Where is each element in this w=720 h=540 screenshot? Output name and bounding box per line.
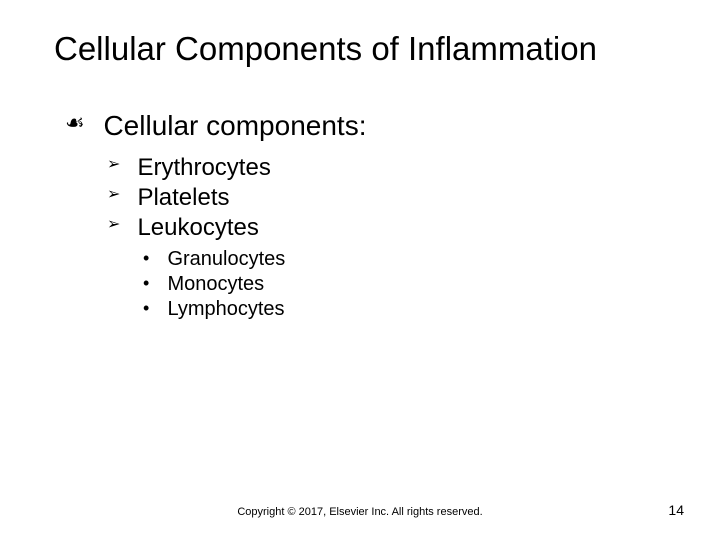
bullet-level1-text: Cellular components:	[103, 110, 366, 142]
dot-icon: •	[143, 298, 163, 319]
bullet-level2-text: Erythrocytes	[137, 154, 270, 182]
footer-copyright: Copyright © 2017, Elsevier Inc. All righ…	[0, 506, 720, 518]
dot-icon: •	[143, 273, 163, 294]
page-number: 14	[668, 502, 684, 518]
bullet-level3-group: • Granulocytes • Monocytes • Lymphocytes	[143, 248, 366, 321]
chevron-right-icon: ➢	[107, 184, 133, 204]
slide-title: Cellular Components of Inflammation	[54, 30, 597, 67]
bullet-level3-item: • Lymphocytes	[143, 298, 366, 321]
chevron-right-icon: ➢	[107, 154, 133, 174]
bullet-level2-item: ➢ Platelets	[107, 184, 366, 212]
dot-icon: •	[143, 248, 163, 269]
bullet-level2-group: ➢ Erythrocytes ➢ Platelets ➢ Leukocytes …	[107, 154, 366, 321]
bullet-level3-item: • Monocytes	[143, 273, 366, 296]
bullet-level1: ☙ Cellular components:	[65, 110, 366, 142]
bullet-level3-text: Monocytes	[167, 273, 264, 296]
slide: Cellular Components of Inflammation ☙ Ce…	[0, 0, 720, 540]
bullet-level3-text: Granulocytes	[167, 248, 285, 271]
chevron-right-icon: ➢	[107, 214, 133, 234]
bullet-level3-text: Lymphocytes	[167, 298, 284, 321]
bullet-level2-item: ➢ Leukocytes	[107, 214, 366, 242]
bullet-level1-glyph: ☙	[65, 110, 99, 136]
bullet-level2-text: Leukocytes	[137, 214, 258, 242]
slide-title-container: Cellular Components of Inflammation	[54, 30, 597, 68]
slide-body: ☙ Cellular components: ➢ Erythrocytes ➢ …	[65, 110, 366, 323]
bullet-level3-item: • Granulocytes	[143, 248, 366, 271]
bullet-level2-item: ➢ Erythrocytes	[107, 154, 366, 182]
bullet-level2-text: Platelets	[137, 184, 229, 212]
